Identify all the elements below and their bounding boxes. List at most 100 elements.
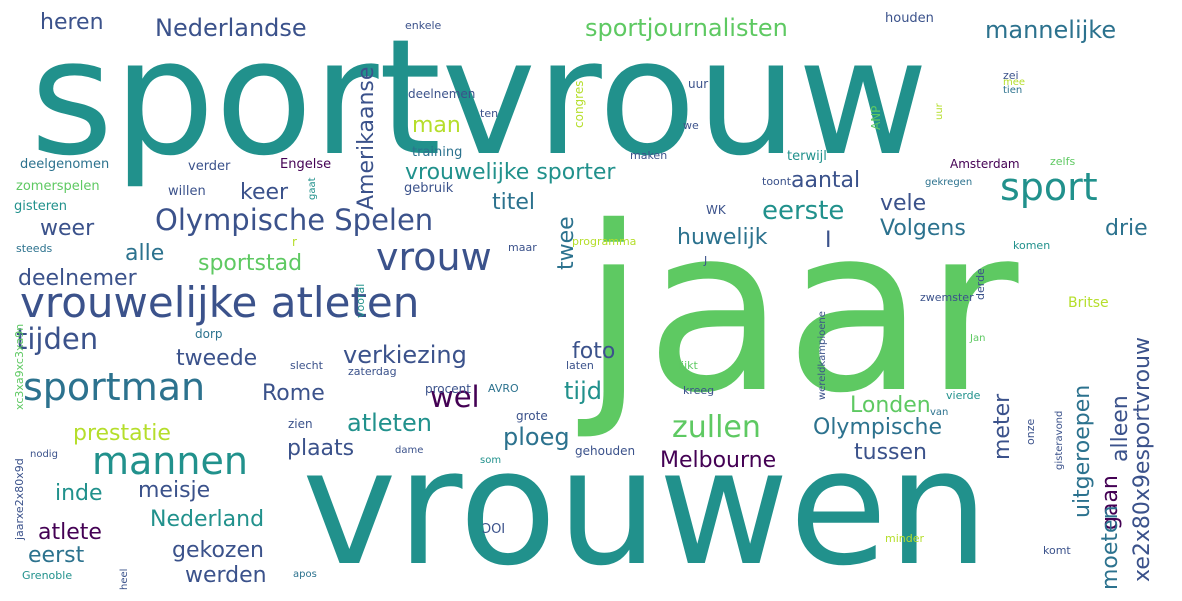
word: tien xyxy=(1003,85,1023,96)
word: apos xyxy=(293,569,317,580)
word: kreeg xyxy=(683,384,715,397)
word: gehouden xyxy=(575,444,636,458)
word: eerst xyxy=(28,543,85,568)
word: houden xyxy=(885,11,934,26)
word: zullen xyxy=(672,410,761,445)
word: xc3xa9xc3xa9n xyxy=(13,323,26,410)
word: gebruik xyxy=(404,181,454,196)
word: zaterdag xyxy=(348,365,397,378)
word: wel xyxy=(430,380,480,414)
word: deelnemer xyxy=(18,266,137,291)
word: lijkt xyxy=(678,359,698,372)
word: komen xyxy=(1013,239,1051,252)
word: programma xyxy=(572,235,637,248)
word: zelfs xyxy=(1050,155,1076,168)
word: Jan xyxy=(970,333,986,344)
word: procent xyxy=(425,382,471,396)
word: sportstad xyxy=(198,251,303,276)
word: tijd xyxy=(564,377,602,405)
word: terwijl xyxy=(787,149,827,164)
word: sportjournalisten xyxy=(585,14,788,42)
word: we xyxy=(683,119,699,132)
word: gisteren xyxy=(14,199,68,214)
word: mannen xyxy=(92,439,248,483)
word: maar xyxy=(508,241,537,254)
word: sportman xyxy=(23,365,206,409)
word: Nederland xyxy=(150,507,265,532)
word: Olympische xyxy=(813,415,942,440)
word: drie xyxy=(1105,216,1148,241)
word: uitgeroepen xyxy=(1070,384,1095,518)
word: titel xyxy=(492,190,536,215)
word: jaarxe2x80x9d xyxy=(13,458,26,540)
word: gisteravond xyxy=(1054,410,1065,470)
word: komt xyxy=(1043,544,1071,557)
word: Amsterdam xyxy=(950,157,1020,171)
word: Amerikaanse xyxy=(354,66,379,210)
word: AVRO xyxy=(488,382,519,395)
word: ANP xyxy=(869,105,883,130)
word: grote xyxy=(516,409,548,423)
word: r xyxy=(292,235,297,249)
word: werden xyxy=(185,563,267,588)
word: van xyxy=(930,407,949,418)
word: tijden xyxy=(16,322,99,356)
word: dorp xyxy=(195,327,223,341)
word: heren xyxy=(40,10,104,35)
word: deelnemen xyxy=(408,87,476,101)
word: gekregen xyxy=(925,177,973,188)
word: Londen xyxy=(850,393,931,418)
word: atleten xyxy=(347,409,432,437)
word: Nederlandse xyxy=(155,14,307,42)
word: enkele xyxy=(405,19,442,32)
word: WK xyxy=(706,203,726,217)
word: atlete xyxy=(38,520,102,545)
word: ploeg xyxy=(503,423,570,451)
word: sportvrouw xyxy=(30,4,929,191)
word: Melbourne xyxy=(660,448,777,473)
word: inde xyxy=(55,481,103,506)
word: Rome xyxy=(262,381,325,406)
word: man xyxy=(412,113,461,138)
word: twee xyxy=(554,216,579,270)
word: som xyxy=(480,455,502,466)
word: jaar xyxy=(582,177,1019,443)
word: heel xyxy=(119,568,130,590)
word: mannelijke xyxy=(985,16,1117,44)
word: nodig xyxy=(30,449,58,460)
word: uur xyxy=(688,77,709,91)
word: sport xyxy=(1000,165,1098,209)
word: zomerspelen xyxy=(16,179,100,194)
word: huwelijk xyxy=(677,225,768,250)
word: zien xyxy=(288,417,313,431)
word: vrouw xyxy=(376,235,492,279)
word: wereldkampioene xyxy=(817,311,828,400)
word: dame xyxy=(395,445,424,456)
word: vrouwen xyxy=(302,414,989,601)
word: I xyxy=(825,228,832,253)
word: meter xyxy=(990,393,1015,460)
word: IOC xyxy=(482,519,506,534)
word: verder xyxy=(188,159,231,174)
word: meisje xyxy=(138,478,211,503)
word: gekozen xyxy=(172,538,264,563)
word: willen xyxy=(168,184,206,199)
word: prestatie xyxy=(73,421,171,446)
word: aantal xyxy=(791,168,861,193)
word: onze xyxy=(1024,418,1037,445)
word: training xyxy=(412,145,463,160)
word: tweede xyxy=(176,346,258,371)
word: vrouwelijke sporter xyxy=(405,160,616,185)
word: vele xyxy=(880,191,927,216)
word: derde xyxy=(974,268,987,300)
word: vooral xyxy=(354,283,367,318)
word: deelgenomen xyxy=(20,157,110,172)
word: minder xyxy=(885,532,925,545)
word: maken xyxy=(630,149,668,162)
word: eerste xyxy=(762,196,845,226)
word: plaats xyxy=(287,436,355,461)
word: verkiezing xyxy=(343,341,467,369)
word: xe2x80x9esportvrouw xyxy=(1130,337,1155,582)
word: toont xyxy=(762,175,792,188)
